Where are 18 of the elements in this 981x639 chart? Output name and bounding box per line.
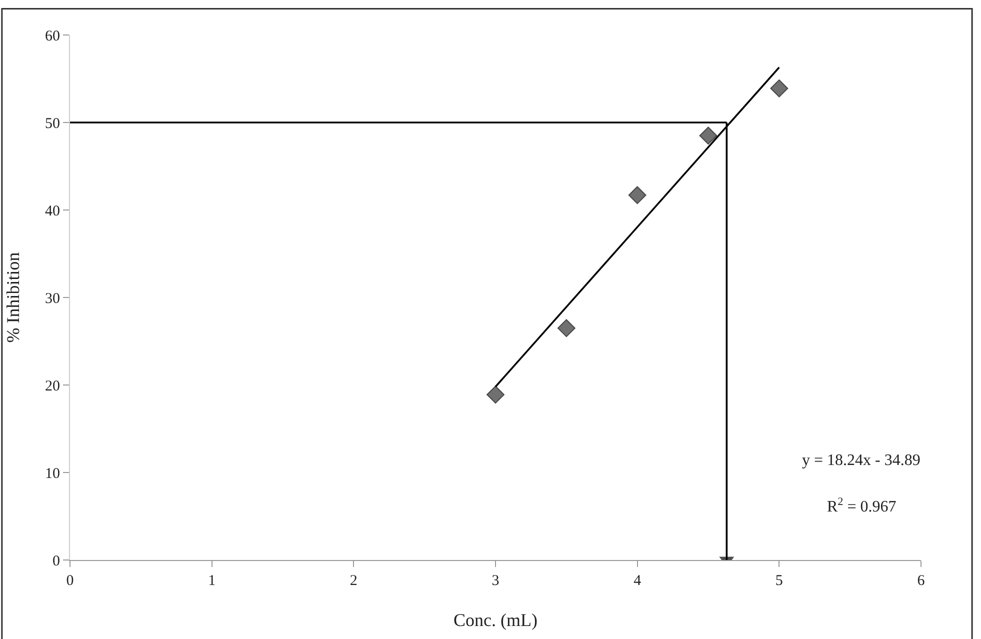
y-tick-label: 0 bbox=[52, 553, 60, 570]
x-tick-label: 3 bbox=[492, 573, 500, 589]
x-tick-label: 2 bbox=[350, 573, 358, 589]
y-tick-label: 20 bbox=[45, 378, 60, 394]
x-tick-label: 5 bbox=[775, 573, 783, 589]
y-tick-label: 40 bbox=[45, 203, 60, 220]
x-tick-label: 1 bbox=[208, 573, 216, 589]
annotation: y = 18.24x - 34.89 bbox=[802, 452, 920, 469]
x-axis-title: Conc. (mL) bbox=[454, 610, 538, 630]
x-tick-label: 0 bbox=[66, 573, 74, 589]
y-tick-label: 30 bbox=[45, 290, 60, 307]
annotation: R$^{2}$ = 0.967 bbox=[827, 496, 896, 516]
x-tick-label: 4 bbox=[634, 573, 642, 589]
x-tick-label: 6 bbox=[917, 573, 926, 589]
y-tick-label: 60 bbox=[45, 28, 60, 44]
y-axis-title: % Inhibition bbox=[3, 252, 24, 343]
y-tick-label: 10 bbox=[45, 466, 60, 482]
y-tick-label: 50 bbox=[45, 116, 60, 132]
